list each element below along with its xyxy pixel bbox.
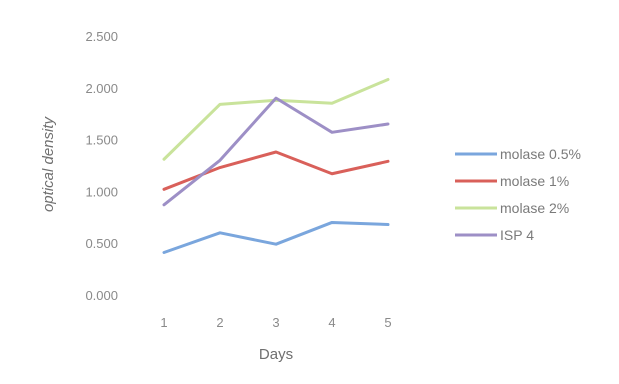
series-line-4 [162, 96, 390, 207]
legend-item: molase 0.5% [455, 146, 581, 162]
series-line-2 [162, 150, 390, 191]
x-tick-label: 4 [328, 315, 335, 330]
y-axis-ticks: 0.000 0.500 1.000 1.500 2.000 2.500 [85, 29, 118, 303]
y-tick-label: 2.500 [85, 29, 118, 44]
y-tick-label: 1.000 [85, 184, 118, 199]
y-tick-label: 0.000 [85, 288, 118, 303]
series-line-3 [162, 77, 390, 161]
x-tick-label: 3 [272, 315, 279, 330]
legend-label: molase 1% [500, 173, 569, 189]
x-tick-label: 2 [216, 315, 223, 330]
series-line-1 [162, 220, 390, 254]
y-tick-label: 2.000 [85, 81, 118, 96]
series-lines [162, 77, 390, 254]
legend-item: ISP 4 [455, 227, 534, 243]
legend-item: molase 1% [455, 173, 569, 189]
x-tick-label: 5 [384, 315, 391, 330]
x-axis-ticks: 1 2 3 4 5 [160, 315, 391, 330]
x-tick-label: 1 [160, 315, 167, 330]
legend-label: ISP 4 [500, 227, 534, 243]
legend-label: molase 2% [500, 200, 569, 216]
y-tick-label: 1.500 [85, 133, 118, 148]
legend-item: molase 2% [455, 200, 569, 216]
legend: molase 0.5% molase 1% molase 2% ISP 4 [455, 146, 581, 243]
y-axis-title: optical density [40, 115, 57, 212]
legend-label: molase 0.5% [500, 146, 581, 162]
y-tick-label: 0.500 [85, 236, 118, 251]
x-axis-title: Days [259, 346, 293, 363]
